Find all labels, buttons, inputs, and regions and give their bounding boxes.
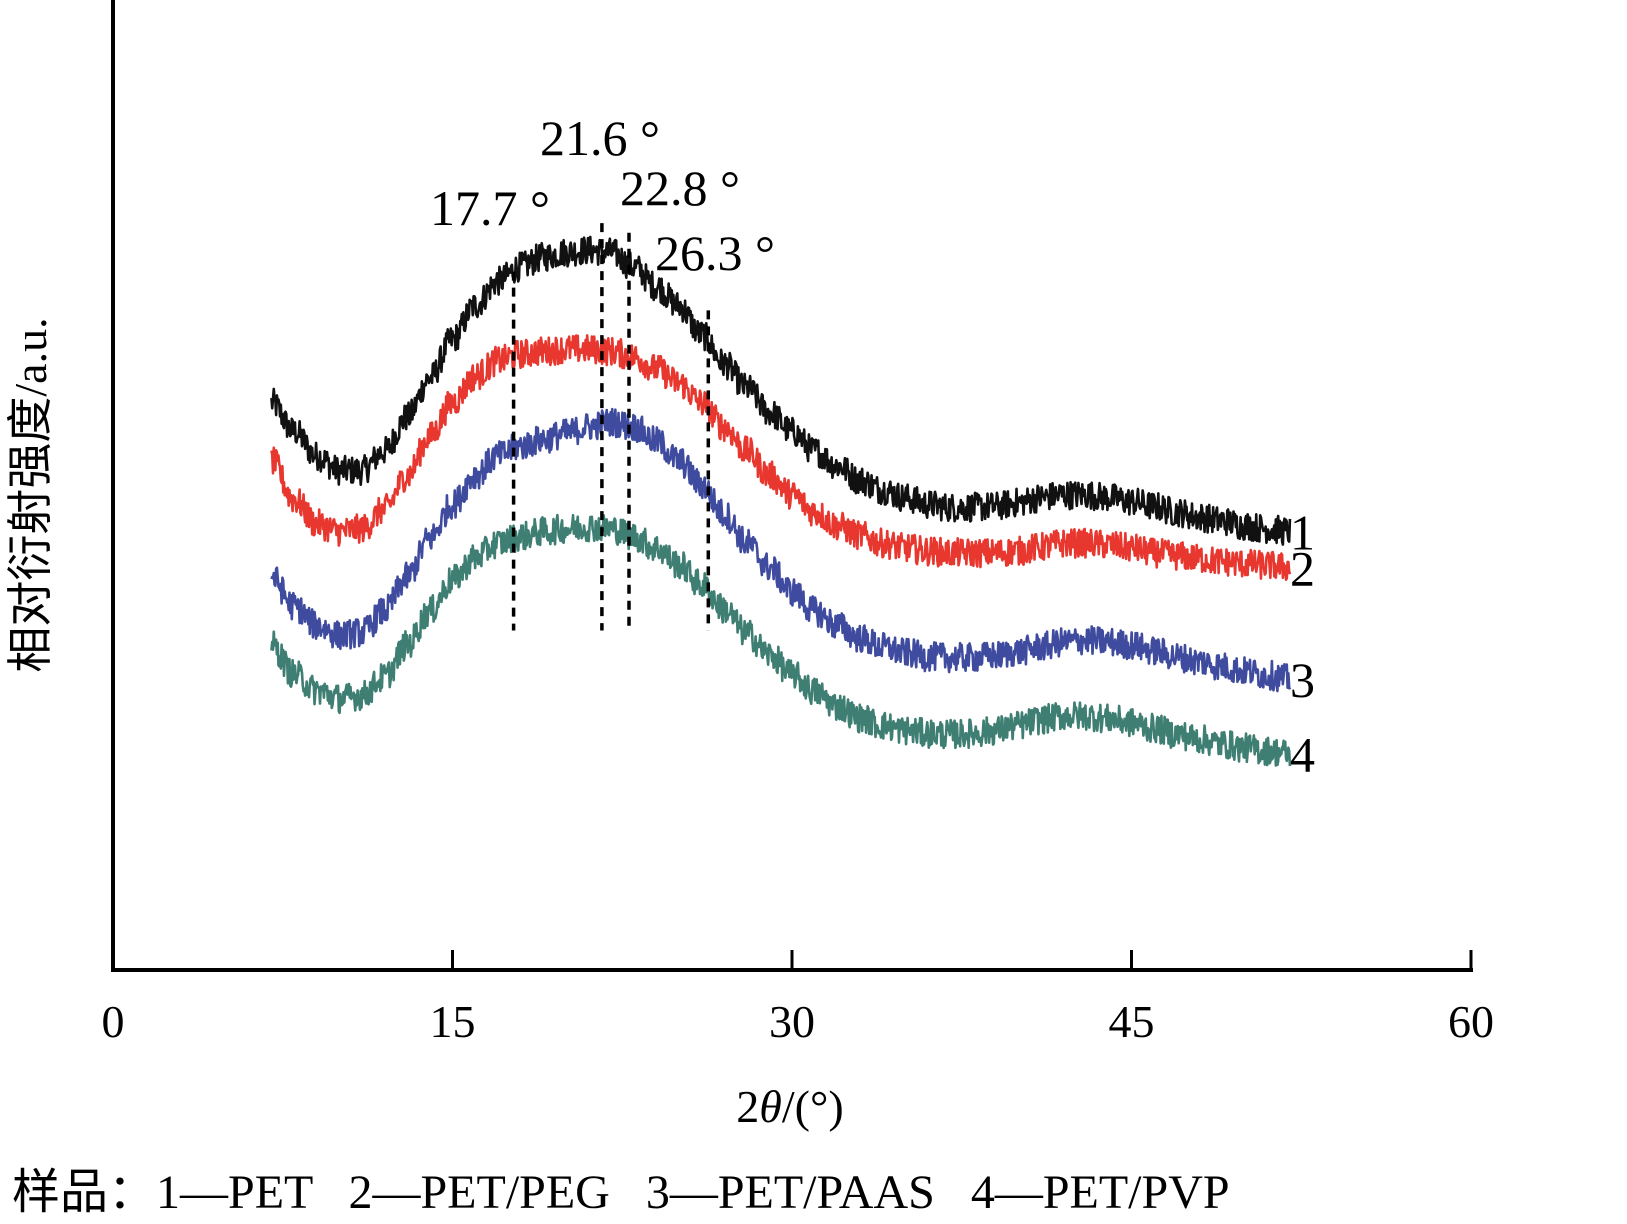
x-axis-title: 2θ/(°): [736, 1081, 843, 1132]
caption-item-1: 1—PET: [156, 1166, 313, 1219]
peak-label-3: 22.8 °: [620, 160, 740, 216]
caption-item-4: 4—PET/PVP: [970, 1166, 1230, 1219]
series-line-3: [270, 407, 1292, 693]
x-tick-label-0: 0: [102, 996, 125, 1047]
series-label-1: 1: [1290, 505, 1315, 561]
series-label-3: 3: [1290, 652, 1315, 708]
caption-item-2: 2—PET/PEG: [348, 1166, 610, 1219]
x-tick-label-15: 15: [430, 996, 476, 1047]
series-label-4: 4: [1290, 727, 1315, 783]
x-tick-label-45: 45: [1109, 996, 1155, 1047]
series-line-4: [270, 513, 1292, 767]
x-tick-label-30: 30: [769, 996, 815, 1047]
peak-markers: 17.7 ° 21.6 °22.8 ° 26.3 °: [430, 110, 775, 631]
y-axis-title: 相对衍射强度/a.u.: [5, 317, 56, 672]
series-line-1: [270, 235, 1292, 546]
sample-caption: 样品：1—PET 2—PET/PEG 3—PET/PAAS 4—PET/PVP: [12, 1152, 1230, 1222]
peak-label-1: 17.7 °: [430, 180, 550, 236]
series-label-2: 2: [1290, 541, 1315, 597]
caption-item-3: 3—PET/PAAS: [645, 1166, 935, 1219]
series-group: 12 3 4: [270, 235, 1315, 783]
x-ticks: 0 15 30 45 60: [102, 950, 1494, 1047]
series-line-2: [270, 334, 1292, 582]
peak-label-4: 26.3 °: [655, 225, 775, 281]
caption-prefix: 样品：: [12, 1166, 157, 1219]
peak-label-2: 21.6 °: [540, 110, 660, 166]
x-tick-label-60: 60: [1448, 996, 1494, 1047]
